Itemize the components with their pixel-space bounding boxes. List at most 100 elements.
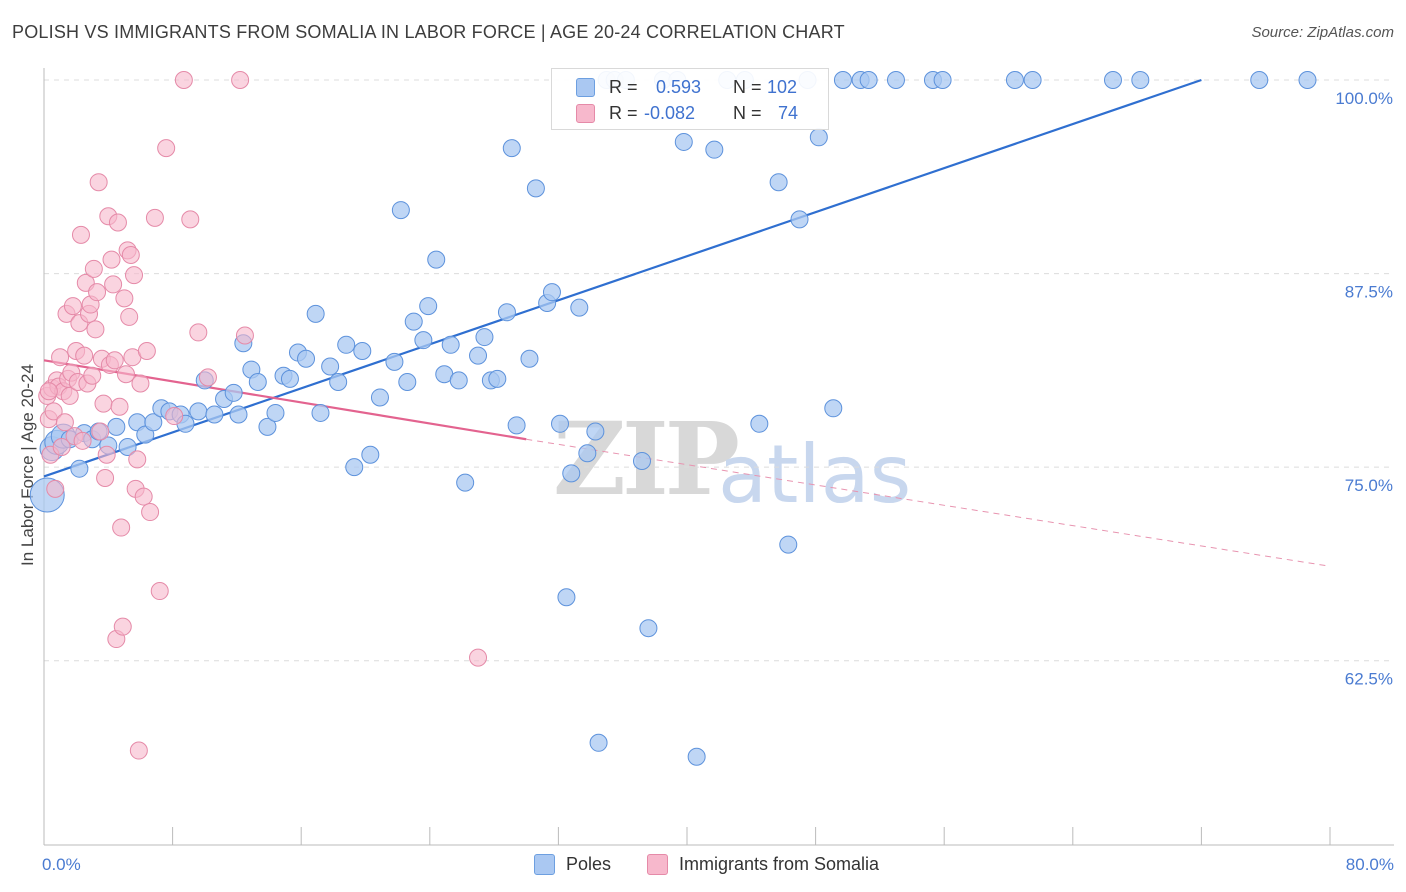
- point-somalia: [83, 366, 102, 385]
- point-poles: [297, 349, 316, 368]
- point-poles: [361, 445, 380, 464]
- point-poles: [809, 128, 828, 147]
- point-poles: [488, 369, 507, 388]
- point-somalia: [115, 289, 134, 308]
- point-somalia: [137, 342, 156, 361]
- point-poles: [427, 250, 446, 269]
- point-somalia: [84, 259, 103, 278]
- point-poles: [370, 388, 389, 407]
- point-somalia: [102, 250, 121, 269]
- point-poles: [586, 422, 605, 441]
- legend-r-label: R =: [609, 77, 638, 97]
- point-poles: [551, 414, 570, 433]
- point-poles: [769, 173, 788, 192]
- point-poles: [886, 71, 905, 89]
- bottom-legend-swatch-poles: [534, 854, 555, 875]
- point-somalia: [165, 407, 184, 426]
- point-somalia: [235, 326, 254, 345]
- bottom-legend-label-somalia: Immigrants from Somalia: [679, 854, 880, 874]
- point-poles: [520, 349, 539, 368]
- point-somalia: [91, 422, 110, 441]
- point-poles: [353, 342, 372, 361]
- point-somalia: [141, 503, 160, 522]
- point-poles: [1250, 71, 1269, 89]
- point-poles: [258, 417, 277, 436]
- watermark-atlas: atlas: [718, 428, 912, 521]
- legend-swatch-poles: [576, 78, 595, 97]
- point-somalia: [231, 71, 250, 89]
- x-tick-label: 80.0%: [1346, 855, 1394, 874]
- point-poles: [441, 335, 460, 354]
- x-tick-label: 0.0%: [42, 855, 81, 874]
- point-somalia: [131, 374, 150, 393]
- point-poles: [456, 473, 475, 492]
- point-somalia: [89, 173, 108, 192]
- point-poles: [1298, 71, 1317, 89]
- point-poles: [469, 346, 488, 365]
- trendline-somalia-extension: [526, 438, 1331, 567]
- point-somalia: [94, 394, 113, 413]
- point-somalia: [134, 487, 153, 506]
- point-poles: [107, 417, 126, 436]
- point-poles: [1131, 71, 1150, 89]
- point-poles: [1103, 71, 1122, 89]
- legend-n-value: 74: [778, 103, 799, 123]
- point-somalia: [97, 445, 116, 464]
- point-poles: [705, 140, 724, 159]
- point-poles: [833, 71, 852, 89]
- point-poles: [70, 459, 89, 478]
- point-poles: [398, 372, 417, 391]
- point-somalia: [88, 283, 107, 302]
- point-somalia: [46, 479, 65, 498]
- point-poles: [502, 139, 521, 158]
- point-poles: [507, 416, 526, 435]
- point-somalia: [121, 245, 140, 264]
- point-somalia: [145, 208, 164, 227]
- point-poles: [329, 372, 348, 391]
- y-tick-label: 62.5%: [1345, 670, 1393, 689]
- point-somalia: [55, 413, 74, 432]
- point-somalia: [73, 431, 92, 450]
- legend-row-somalia: R = -0.082 N = 74: [552, 100, 828, 126]
- point-somalia: [108, 213, 127, 232]
- point-somalia: [96, 468, 115, 487]
- point-somalia: [129, 741, 148, 760]
- point-poles: [419, 297, 438, 316]
- y-tick-label: 75.0%: [1345, 476, 1393, 495]
- point-poles: [229, 405, 248, 424]
- point-poles: [321, 357, 340, 376]
- correlation-legend: R = 0.593 N = 102 R = -0.082 N = 74: [551, 68, 829, 130]
- point-somalia: [157, 139, 176, 158]
- point-poles: [933, 71, 952, 89]
- point-somalia: [60, 386, 79, 405]
- legend-n-value: 102: [767, 77, 798, 97]
- point-poles: [578, 444, 597, 463]
- point-somalia: [71, 225, 90, 244]
- point-poles: [497, 303, 516, 322]
- point-poles: [542, 283, 561, 302]
- point-poles: [779, 535, 798, 554]
- point-poles: [391, 201, 410, 220]
- point-somalia: [125, 266, 144, 285]
- point-poles: [1023, 71, 1042, 89]
- point-poles: [687, 747, 706, 766]
- point-somalia: [469, 648, 488, 667]
- point-poles: [570, 298, 589, 317]
- point-poles: [385, 352, 404, 371]
- legend-row-poles: R = 0.593 N = 102: [552, 74, 828, 100]
- point-somalia: [189, 323, 208, 342]
- point-poles: [859, 71, 878, 89]
- point-somalia: [51, 348, 70, 367]
- point-poles: [790, 210, 809, 229]
- point-somalia: [75, 346, 94, 365]
- point-somalia: [113, 617, 132, 636]
- point-somalia: [52, 438, 71, 457]
- point-somalia: [39, 382, 58, 401]
- bottom-legend-swatch-somalia: [647, 854, 668, 875]
- point-somalia: [63, 297, 82, 316]
- point-somalia: [120, 307, 139, 326]
- point-poles: [337, 335, 356, 354]
- point-poles: [205, 405, 224, 424]
- point-poles: [118, 438, 137, 457]
